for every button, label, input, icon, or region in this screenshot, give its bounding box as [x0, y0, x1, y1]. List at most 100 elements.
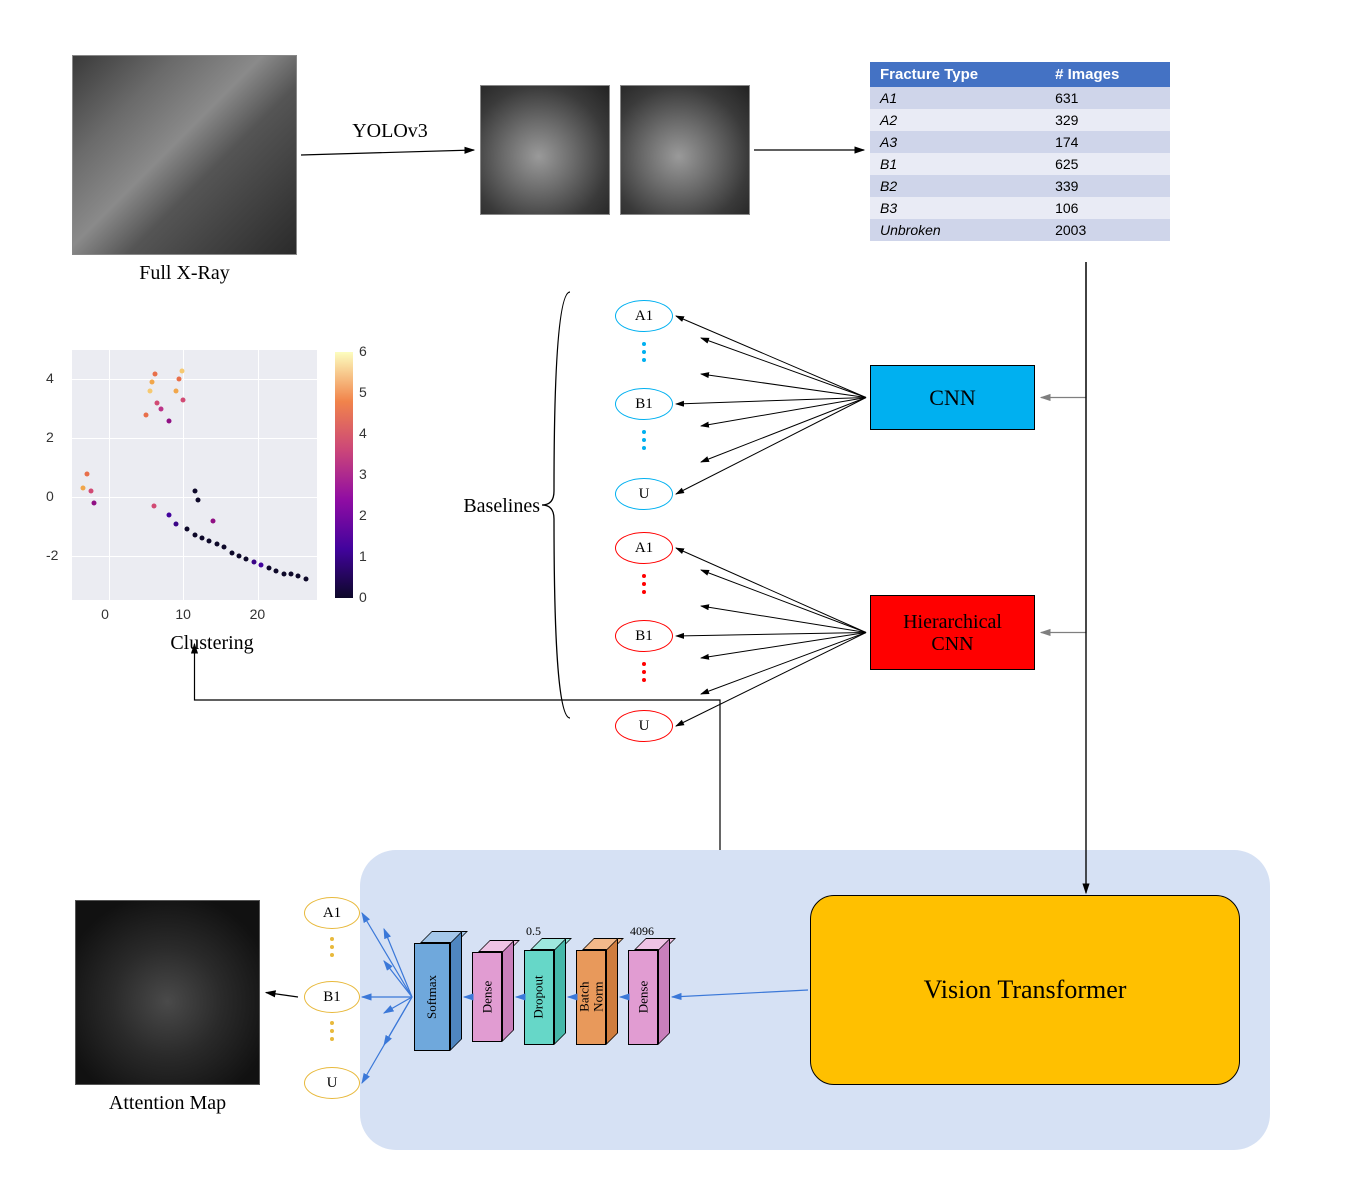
cnn-box-label: CNN: [929, 385, 975, 411]
vision-transformer-box: Vision Transformer: [810, 895, 1240, 1085]
y-tick-label: 4: [46, 370, 54, 386]
class-output-oval: B1: [615, 388, 673, 420]
y-tick-label: -2: [46, 547, 58, 563]
table-cell-type: A2: [870, 109, 1045, 131]
table-cell-count: 631: [1045, 87, 1170, 109]
table-cell-count: 625: [1045, 153, 1170, 175]
table-row: B3106: [870, 197, 1170, 219]
table-cell-type: B2: [870, 175, 1045, 197]
scatter-point: [151, 503, 156, 508]
scatter-point: [229, 550, 234, 555]
cropped-xray-right-image: [620, 85, 750, 215]
scatter-point: [173, 389, 178, 394]
scatter-point: [173, 521, 178, 526]
vit-box-label: Vision Transformer: [924, 975, 1127, 1005]
scatter-point: [92, 500, 97, 505]
clustering-caption: Clustering: [72, 632, 352, 655]
scatter-point: [153, 371, 158, 376]
table-cell-type: B1: [870, 153, 1045, 175]
colorbar-tick-label: 4: [359, 425, 367, 441]
vertical-ellipsis: [330, 937, 334, 957]
scatter-point: [166, 418, 171, 423]
baselines-brace: [540, 290, 580, 720]
table-row: A1631: [870, 87, 1170, 109]
table-row: Unbroken2003: [870, 219, 1170, 241]
x-tick-label: 0: [101, 606, 109, 622]
scatter-point: [214, 542, 219, 547]
table-cell-count: 106: [1045, 197, 1170, 219]
table-cell-type: B3: [870, 197, 1045, 219]
nn-layer-block: Softmax: [414, 931, 462, 1051]
colorbar-tick-label: 0: [359, 589, 367, 605]
scatter-point: [211, 518, 216, 523]
table-header-images: # Images: [1045, 62, 1170, 87]
class-output-oval: B1: [304, 981, 360, 1013]
class-output-oval: U: [615, 710, 673, 742]
scatter-point: [196, 498, 201, 503]
table-cell-type: A1: [870, 87, 1045, 109]
clustering-colorbar: [335, 352, 353, 598]
nn-layer-label: Dense: [479, 981, 495, 1014]
scatter-point: [155, 400, 160, 405]
scatter-point: [84, 471, 89, 476]
colorbar-tick-label: 6: [359, 343, 367, 359]
scatter-point: [192, 489, 197, 494]
scatter-point: [185, 527, 190, 532]
scatter-point: [199, 536, 204, 541]
class-output-oval: A1: [304, 897, 360, 929]
nn-layer-block: BatchNorm: [576, 938, 618, 1045]
table-cell-count: 174: [1045, 131, 1170, 153]
scatter-point: [81, 486, 86, 491]
scatter-point: [296, 574, 301, 579]
y-tick-label: 2: [46, 429, 54, 445]
colorbar-tick-label: 3: [359, 466, 367, 482]
scatter-point: [166, 512, 171, 517]
scatter-point: [303, 577, 308, 582]
class-output-oval: A1: [615, 300, 673, 332]
full-xray-caption: Full X-Ray: [72, 262, 297, 285]
baselines-label: Baselines: [430, 495, 540, 518]
table-header-type: Fracture Type: [870, 62, 1045, 87]
table-row: B2339: [870, 175, 1170, 197]
class-output-oval: A1: [615, 532, 673, 564]
scatter-point: [207, 539, 212, 544]
nn-layer-label: Dense: [635, 981, 651, 1014]
nn-layer-label: Dropout: [531, 975, 547, 1018]
attention-map-image: [75, 900, 260, 1085]
class-output-oval: U: [615, 478, 673, 510]
scatter-point: [289, 571, 294, 576]
vertical-ellipsis: [642, 662, 646, 682]
vertical-ellipsis: [642, 574, 646, 594]
scatter-point: [244, 556, 249, 561]
nn-layer-label: Softmax: [424, 975, 440, 1019]
fracture-type-table: Fracture Type # Images A1631A2329A3174B1…: [870, 62, 1170, 241]
scatter-point: [147, 389, 152, 394]
scatter-point: [144, 412, 149, 417]
nn-layer-block: Dropout: [524, 938, 566, 1045]
nn-layer-block: Dense: [628, 938, 670, 1045]
scatter-point: [192, 533, 197, 538]
scatter-point: [281, 571, 286, 576]
nn-layer-caption: 0.5: [526, 924, 541, 939]
class-output-oval: U: [304, 1067, 360, 1099]
y-tick-label: 0: [46, 488, 54, 504]
table-cell-count: 329: [1045, 109, 1170, 131]
table-cell-type: Unbroken: [870, 219, 1045, 241]
scatter-point: [274, 568, 279, 573]
hcnn-label-line1: Hierarchical: [903, 611, 1002, 633]
scatter-point: [159, 406, 164, 411]
yolo-label: YOLOv3: [320, 120, 460, 143]
scatter-point: [251, 559, 256, 564]
hcnn-label-line2: CNN: [903, 633, 1002, 655]
colorbar-tick-label: 1: [359, 548, 367, 564]
hierarchical-cnn-box: Hierarchical CNN: [870, 595, 1035, 670]
scatter-point: [237, 553, 242, 558]
nn-layer-caption: 4096: [630, 924, 654, 939]
vertical-ellipsis: [330, 1021, 334, 1041]
x-tick-label: 10: [175, 606, 191, 622]
vertical-ellipsis: [642, 342, 646, 362]
vertical-ellipsis: [642, 430, 646, 450]
table-cell-count: 2003: [1045, 219, 1170, 241]
table-row: A2329: [870, 109, 1170, 131]
scatter-point: [88, 489, 93, 494]
